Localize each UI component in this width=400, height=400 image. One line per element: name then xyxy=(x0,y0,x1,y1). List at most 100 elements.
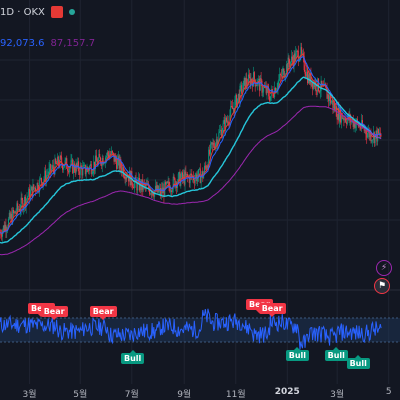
signal-label-bear: Bear xyxy=(258,302,286,317)
candle-body xyxy=(18,208,20,210)
candle-body xyxy=(242,80,244,90)
flag-icon[interactable] xyxy=(50,6,63,18)
candle-body xyxy=(122,167,124,173)
candle-body xyxy=(366,134,368,138)
ema-long-line xyxy=(0,105,382,256)
candle-body xyxy=(241,85,243,94)
candle-body xyxy=(48,168,50,175)
candle-body xyxy=(39,178,41,191)
candle-body xyxy=(93,161,95,172)
candle-body xyxy=(134,177,136,182)
candle-body xyxy=(18,208,20,212)
candle-body xyxy=(61,157,63,165)
candle-body xyxy=(291,56,293,61)
candle-body xyxy=(167,181,169,183)
candle-body xyxy=(172,176,174,190)
candle-body xyxy=(306,71,308,77)
candle-body xyxy=(232,108,234,110)
candle-body xyxy=(311,82,313,86)
candle-body xyxy=(198,168,200,170)
ema-fast-line xyxy=(0,53,382,235)
candle-body xyxy=(132,184,134,187)
time-axis[interactable]: 3월 5월 7월 9월 11월 2025 3월 5 xyxy=(0,384,400,400)
candle-body xyxy=(283,68,285,78)
candle-body xyxy=(193,180,195,183)
candle-body xyxy=(26,197,28,200)
candle-body xyxy=(158,190,160,193)
candle-body xyxy=(166,181,168,183)
candle-body xyxy=(62,164,64,170)
candle-body xyxy=(171,189,173,192)
candle-body xyxy=(280,75,282,77)
us-flag-icon[interactable]: ⚑ xyxy=(374,278,390,294)
candle-body xyxy=(351,120,353,123)
candle-body xyxy=(245,78,247,89)
candle-body xyxy=(62,167,64,170)
candle-body xyxy=(233,108,235,113)
candle-body xyxy=(297,50,299,62)
candle-body xyxy=(96,161,98,165)
candle-body xyxy=(197,176,199,182)
candle-body xyxy=(7,218,9,228)
candle-body xyxy=(100,157,102,164)
candle-body xyxy=(170,190,172,192)
candle-body xyxy=(11,213,13,224)
candle-body xyxy=(111,150,113,153)
candle-body xyxy=(178,172,180,174)
candle-body xyxy=(173,176,175,179)
signal-label-bull: Bull xyxy=(324,347,348,362)
candle-body xyxy=(259,78,261,91)
signal-label-bull: Bull xyxy=(346,355,370,369)
candle-body xyxy=(123,175,125,177)
candle-body xyxy=(296,50,298,53)
candle-body xyxy=(102,157,104,165)
candle-body xyxy=(224,119,226,131)
candle-body xyxy=(5,224,7,232)
candle-body xyxy=(1,235,3,237)
candle-body xyxy=(328,94,330,102)
candle-body xyxy=(293,53,295,67)
candle-body xyxy=(258,78,260,91)
candle-body xyxy=(240,85,242,87)
candle-body xyxy=(345,118,347,122)
candle-body xyxy=(301,47,303,54)
candle-body xyxy=(67,170,69,173)
ma-legend: 92,073.6 87,157.7 xyxy=(0,38,95,49)
candle-body xyxy=(331,100,333,103)
candle-body xyxy=(337,108,339,120)
candle-body xyxy=(67,168,69,171)
candle-body xyxy=(160,188,162,196)
candle-body xyxy=(111,150,113,155)
candle-body xyxy=(329,95,331,104)
candle-body xyxy=(214,143,216,149)
candle-body xyxy=(339,107,341,122)
candle-body xyxy=(99,153,101,158)
lightning-icon[interactable]: ⚡ xyxy=(376,260,392,276)
candle-body xyxy=(375,130,377,135)
candle-body xyxy=(354,121,356,128)
candle-body xyxy=(186,174,188,176)
candle-body xyxy=(105,156,107,158)
ema-mid-line xyxy=(0,56,382,234)
candle-body xyxy=(312,82,314,89)
candle-body xyxy=(201,171,203,176)
candle-body xyxy=(94,161,96,169)
candle-body xyxy=(155,185,157,192)
candle-body xyxy=(185,171,187,176)
candle-body xyxy=(295,52,297,62)
candle-body xyxy=(307,71,309,84)
candle-body xyxy=(258,78,260,81)
candle-body xyxy=(34,187,36,189)
candle-body xyxy=(208,149,210,167)
candle-body xyxy=(151,192,153,195)
candle-body xyxy=(326,88,328,99)
candle-body xyxy=(165,182,167,185)
candle-body xyxy=(218,132,220,141)
candle-body xyxy=(364,129,366,131)
candle-body xyxy=(136,181,138,191)
candle-body xyxy=(107,152,109,155)
candle-body xyxy=(217,140,219,146)
candle-body xyxy=(32,184,34,198)
